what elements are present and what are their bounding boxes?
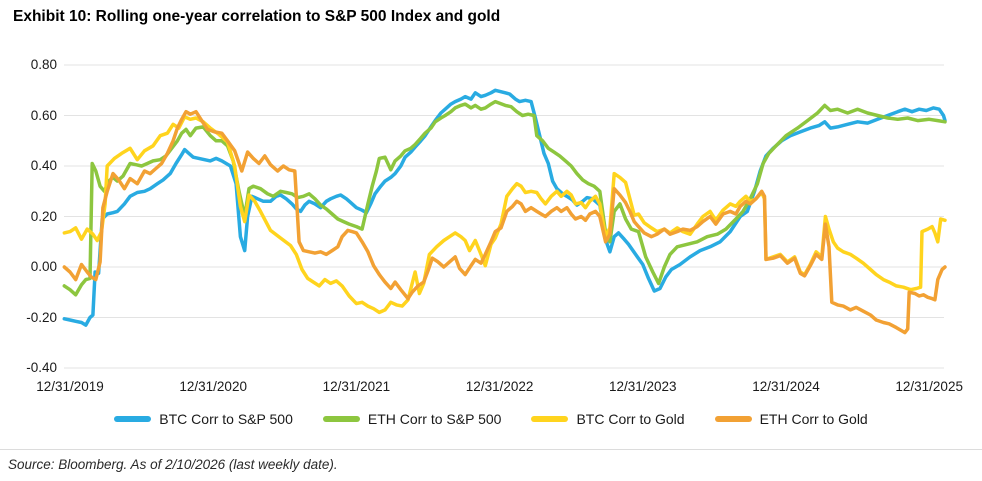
- source-note: Source: Bloomberg. As of 2/10/2026 (last…: [8, 457, 338, 472]
- legend-swatch-eth-spx: [322, 416, 360, 422]
- y-tick-label: 0.20: [30, 208, 57, 224]
- chart-legend: BTC Corr to S&P 500 ETH Corr to S&P 500 …: [0, 411, 982, 427]
- legend-item-btc-gold: BTC Corr to Gold: [531, 411, 685, 427]
- legend-item-btc-spx: BTC Corr to S&P 500: [114, 411, 293, 427]
- y-tick-label: 0.00: [30, 259, 57, 274]
- series-line-eth_spx: [62, 99, 947, 297]
- legend-label: BTC Corr to Gold: [576, 411, 685, 427]
- series-line-eth_gold: [62, 109, 947, 335]
- x-tick-label: 12/31/2019: [36, 379, 104, 394]
- y-tick-label: 0.60: [30, 107, 57, 123]
- legend-label: ETH Corr to Gold: [759, 411, 868, 427]
- y-tick-label: 0.40: [30, 158, 57, 173]
- exhibit-title: Exhibit 10: Rolling one-year correlation…: [13, 8, 501, 25]
- legend-swatch-eth-gold: [714, 416, 752, 422]
- legend-swatch-btc-gold: [531, 416, 569, 422]
- y-tick-label: 0.80: [30, 57, 57, 72]
- x-tick-label: 12/31/2023: [609, 379, 677, 394]
- x-tick-label: 12/31/2021: [322, 379, 391, 394]
- x-tick-label: 12/31/2024: [752, 379, 820, 394]
- x-tick-label: 12/31/2022: [465, 379, 534, 394]
- y-tick-label: -0.20: [26, 309, 57, 325]
- y-tick-label: -0.40: [26, 360, 57, 375]
- legend-label: BTC Corr to S&P 500: [159, 411, 293, 427]
- legend-item-eth-spx: ETH Corr to S&P 500: [322, 411, 502, 427]
- legend-label: ETH Corr to S&P 500: [367, 411, 502, 427]
- legend-swatch-btc-spx: [114, 416, 152, 422]
- legend-item-eth-gold: ETH Corr to Gold: [714, 411, 868, 427]
- x-tick-label: 12/31/2025: [895, 379, 963, 394]
- footer-divider: [0, 449, 982, 450]
- x-tick-label: 12/31/2020: [179, 379, 247, 394]
